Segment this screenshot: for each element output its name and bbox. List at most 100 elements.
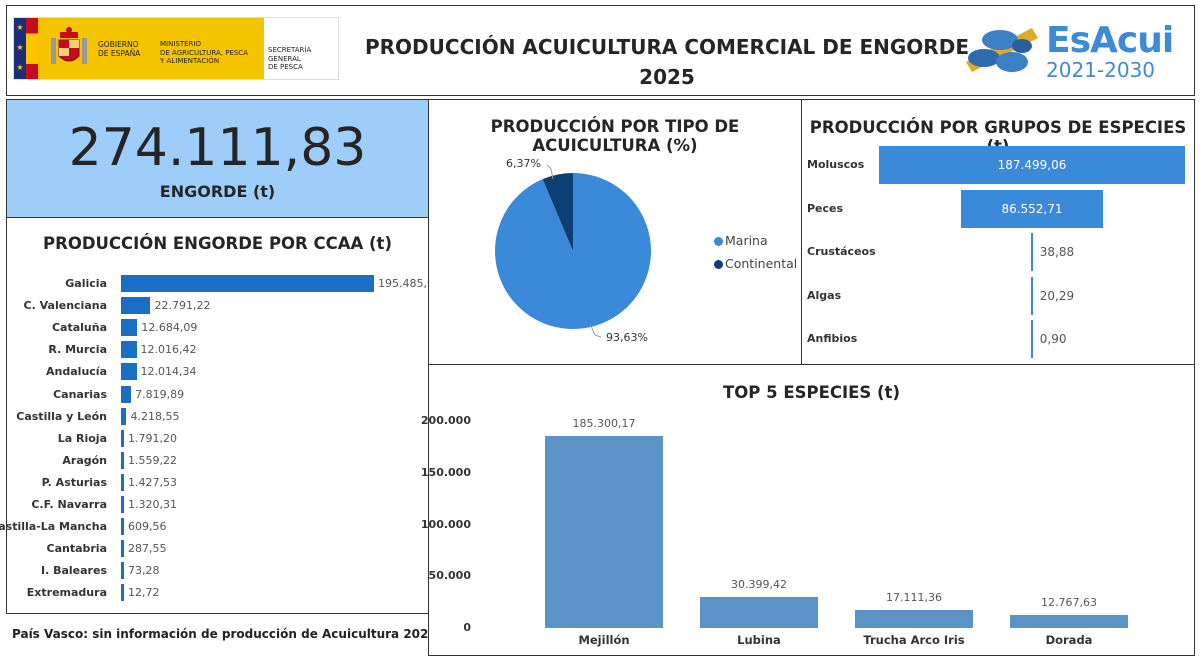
ccaa-value-label: 12.684,09 [141, 321, 198, 335]
ccaa-value-label: 12,72 [128, 586, 160, 600]
legend-continental-swatch [714, 260, 723, 269]
group-value-label: 0,90 [1039, 332, 1067, 346]
pie-chart-panel: PRODUCCIÓN POR TIPO DE ACUICULTURA (%) 6… [428, 99, 802, 365]
coat-of-arms-icon [46, 26, 92, 72]
pie-leader-marina [590, 325, 602, 338]
spain-flag-stripe [26, 18, 38, 79]
top5-category-label: Trucha Arco Iris [863, 633, 965, 647]
top5-chart-panel: TOP 5 ESPECIES (t) 0 50.000 100.000 150.000… [421, 364, 1195, 656]
ccaa-bar[interactable] [121, 341, 137, 359]
page-title-line-1: PRODUCCIÓN ACUICULTURA COMERCIAL DE ENGO… [365, 35, 969, 59]
y-tick-label: 100.000 [420, 517, 471, 531]
top5-category-label: Dorada [1045, 633, 1093, 647]
ccaa-value-label: 7.819,89 [135, 387, 185, 401]
ccaa-category-label: P. Asturias [41, 475, 107, 489]
legend-marina-swatch [714, 237, 723, 246]
group-value-label: 187.499,06 [997, 158, 1067, 172]
ccaa-bar[interactable] [121, 407, 127, 425]
legend-continental-label: Continental [725, 256, 798, 271]
ccaa-chart-panel: PRODUCCIÓN ENGORDE POR CCAA (t) Galicia C… [0, 217, 441, 614]
top5-value-label: 12.767,63 [1041, 595, 1097, 609]
y-tick-label: 200.000 [420, 414, 471, 427]
top5-value-label: 17.111,36 [886, 591, 942, 605]
ccaa-value-label: 195.485,95 [378, 277, 441, 290]
group-bar[interactable] [1031, 320, 1033, 358]
ccaa-value-label: 1.559,22 [128, 453, 177, 467]
groups-chart-panel: PRODUCCIÓN POR GRUPOS DE ESPECIES (t) Mo… [801, 99, 1195, 365]
top5-bar[interactable] [545, 436, 663, 628]
pie-label-marina: 93,63% [606, 331, 648, 344]
ccaa-value-label: 73,28 [128, 564, 160, 578]
pie-leader-continental [546, 164, 554, 180]
group-category-label: Crustáceos [807, 245, 876, 258]
y-tick-label: 0 [463, 621, 471, 634]
groups-bars: Moluscos 187.499,06 Peces 86.552,71 Crustáce… [802, 100, 1194, 364]
group-bar[interactable] [961, 189, 1103, 228]
pie-slice-continental[interactable] [542, 173, 573, 251]
pie-chart-title: PRODUCCIÓN POR TIPO DE ACUICULTURA (%) [490, 117, 740, 155]
footnote: País Vasco: sin información de producció… [12, 627, 437, 641]
header-bar: ★ ★ ★ GOBIERNO DE ESPAÑA MINISTERIO DE AGR… [6, 5, 1195, 96]
top5-category-label: Lubina [737, 633, 781, 647]
legend-continental[interactable]: Continental [714, 256, 797, 271]
ccaa-category-label: La Rioja [57, 431, 107, 445]
top5-chart-title: TOP 5 ESPECIES (t) [723, 383, 900, 402]
group-category-label: Peces [807, 201, 844, 215]
ccaa-value-label: 609,56 [128, 520, 167, 534]
gov-line-1: GOBIERNO [98, 40, 139, 49]
ministry-line-3: Y ALIMENTACIÓN [160, 57, 220, 65]
ccaa-category-label: C. Valenciana [23, 299, 107, 313]
group-value-label: 20,29 [1039, 288, 1075, 303]
ccaa-bar[interactable] [121, 385, 132, 403]
ccaa-bar[interactable] [121, 451, 124, 469]
secretary-line-1: SECRETARÍA GENERAL [268, 46, 312, 63]
ccaa-bar[interactable] [121, 297, 151, 315]
pie-label-continental: 6,37% [506, 157, 541, 170]
ccaa-bar[interactable] [121, 429, 124, 447]
pie-chart: 6,37% 93,63% [495, 157, 651, 344]
top5-bar[interactable] [1010, 614, 1128, 628]
ccaa-value-label: 287,55 [128, 542, 167, 556]
ministry-line-2: DE AGRICULTURA, PESCA [160, 48, 248, 57]
government-logo: ★ ★ ★ GOBIERNO DE ESPAÑA MINISTERIO DE AGR… [13, 17, 339, 80]
ccaa-bar[interactable] [121, 363, 137, 381]
government-name: GOBIERNO DE ESPAÑA [98, 40, 140, 58]
ccaa-category-label: C.F. Navarra [31, 498, 107, 511]
group-category-label: Algas [807, 288, 842, 302]
ccaa-value-label: 1.427,53 [128, 475, 177, 489]
esacui-brand-years: 2021-2030 [1046, 58, 1156, 82]
esacui-brand-name: EsAcui [1046, 20, 1174, 61]
ministry-line-1: MINISTERIO [160, 40, 201, 48]
y-tick-label: 150.000 [420, 465, 471, 479]
gov-line-2: DE ESPAÑA [98, 49, 141, 58]
ccaa-bar[interactable] [121, 473, 124, 491]
ccaa-bar[interactable] [121, 584, 124, 602]
ccaa-bar[interactable] [121, 275, 374, 292]
esacui-emblem-icon [966, 28, 1038, 72]
esacui-logo: EsAcui 2021-2030 [962, 18, 1174, 84]
group-bar[interactable] [1031, 233, 1033, 271]
group-value-label: 38,88 [1039, 245, 1075, 259]
group-category-label: Moluscos [807, 158, 865, 171]
secretary-name: SECRETARÍA GENERAL DE PESCA [268, 46, 338, 72]
ccaa-bar[interactable] [121, 319, 138, 337]
group-bar[interactable] [879, 146, 1185, 184]
page-title-year: 2025 [639, 65, 695, 89]
legend-marina[interactable]: Marina [714, 233, 768, 248]
secretary-line-2: DE PESCA [268, 63, 303, 71]
ccaa-bar[interactable] [121, 496, 124, 513]
ccaa-category-label: Galicia [65, 277, 107, 290]
top5-bar[interactable] [855, 610, 973, 628]
group-bar[interactable] [1031, 276, 1033, 315]
ccaa-value-label: 12.016,42 [140, 343, 197, 357]
ccaa-bar[interactable] [121, 518, 124, 536]
group-value-label: 86.552,71 [1001, 201, 1063, 216]
ccaa-value-label: 1.320,31 [128, 498, 177, 511]
ccaa-value-label: 22.791,22 [154, 299, 211, 313]
top5-bar[interactable] [700, 596, 818, 628]
ccaa-value-label: 12.014,34 [140, 365, 197, 379]
legend-marina-label: Marina [725, 233, 768, 248]
top5-category-label: Mejillón [578, 633, 630, 647]
ccaa-bar[interactable] [121, 562, 124, 580]
ccaa-bar[interactable] [121, 540, 124, 558]
